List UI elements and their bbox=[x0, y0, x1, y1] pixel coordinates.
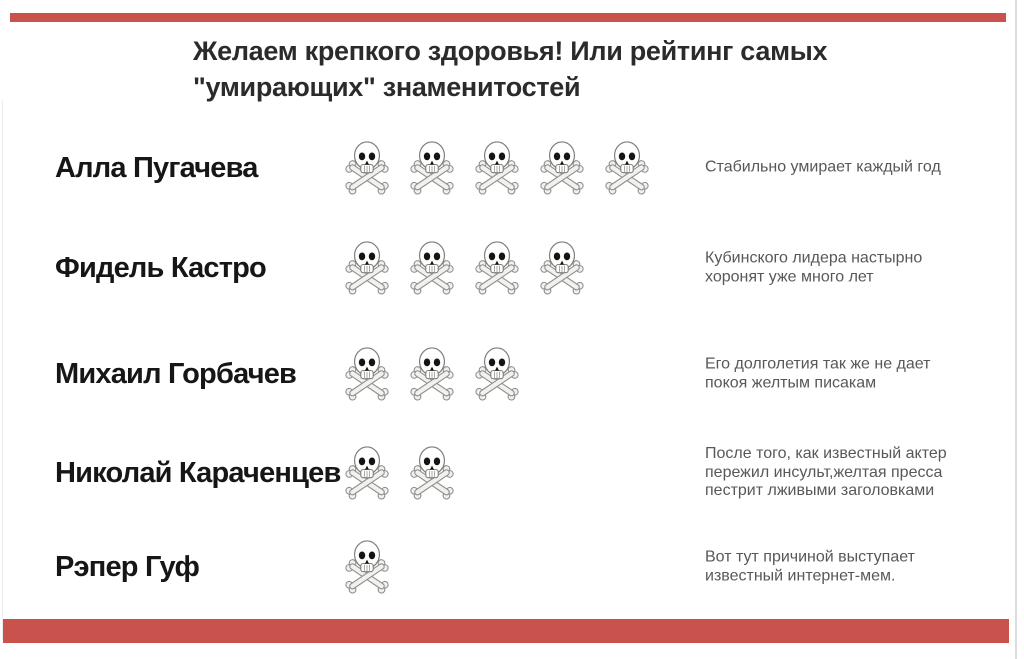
skull-crossbones-icon bbox=[540, 241, 584, 295]
celebrity-name: Алла Пугачева bbox=[55, 151, 258, 184]
skull-rating bbox=[342, 140, 687, 196]
skull-crossbones-icon bbox=[345, 540, 389, 594]
skull-crossbones-icon bbox=[345, 446, 389, 500]
top-accent-bar bbox=[10, 13, 1006, 22]
skull-crossbones-icon bbox=[345, 347, 389, 401]
rating-row: Рэпер Гуф Вот тут причиной выступает изв bbox=[0, 529, 1014, 605]
rating-row: Николай Караченцев bbox=[0, 435, 1014, 511]
rating-note: Стабильно умирает каждый год bbox=[705, 158, 941, 176]
skull-rating bbox=[342, 539, 687, 595]
skull-crossbones-icon bbox=[475, 141, 519, 195]
celebrity-name: Фидель Кастро bbox=[55, 251, 267, 284]
rating-row: Фидель Кастро bbox=[0, 230, 1014, 306]
skull-crossbones-icon bbox=[410, 141, 454, 195]
skull-rating bbox=[342, 240, 687, 296]
rating-note: Вот тут причиной выступает известный инт… bbox=[705, 548, 915, 584]
skull-crossbones-icon bbox=[540, 141, 584, 195]
page-left-edge bbox=[2, 100, 3, 640]
celebrity-name: Рэпер Гуф bbox=[55, 550, 200, 583]
skull-rating bbox=[342, 346, 687, 402]
skull-crossbones-icon bbox=[345, 141, 389, 195]
skull-crossbones-icon bbox=[410, 347, 454, 401]
rating-row: Михаил Горбачев bbox=[0, 336, 1014, 412]
bottom-accent-bar bbox=[3, 619, 1009, 643]
skull-crossbones-icon bbox=[410, 241, 454, 295]
rating-note: Кубинского лидера настырно хоронят уже м… bbox=[705, 249, 923, 285]
skull-crossbones-icon bbox=[410, 446, 454, 500]
skull-crossbones-icon bbox=[475, 241, 519, 295]
skull-rating bbox=[342, 445, 687, 501]
rating-note: Его долголетия так же не дает покоя желт… bbox=[705, 355, 931, 391]
page-right-edge bbox=[1015, 0, 1017, 659]
celebrity-name: Николай Караченцев bbox=[55, 456, 341, 489]
page-title-line1: Желаем крепкого здоровья! Или рейтинг са… bbox=[193, 36, 828, 66]
skull-crossbones-icon bbox=[605, 141, 649, 195]
celebrity-name: Михаил Горбачев bbox=[55, 357, 297, 390]
skull-crossbones-icon bbox=[345, 241, 389, 295]
page-title: Желаем крепкого здоровья! Или рейтинг са… bbox=[193, 33, 913, 105]
page-title-line2: "умирающих" знаменитостей bbox=[193, 72, 581, 102]
rating-note: После того, как известный актер пережил … bbox=[705, 444, 947, 500]
skull-crossbones-icon bbox=[475, 347, 519, 401]
rating-row: Алла Пугачева bbox=[0, 130, 1014, 206]
